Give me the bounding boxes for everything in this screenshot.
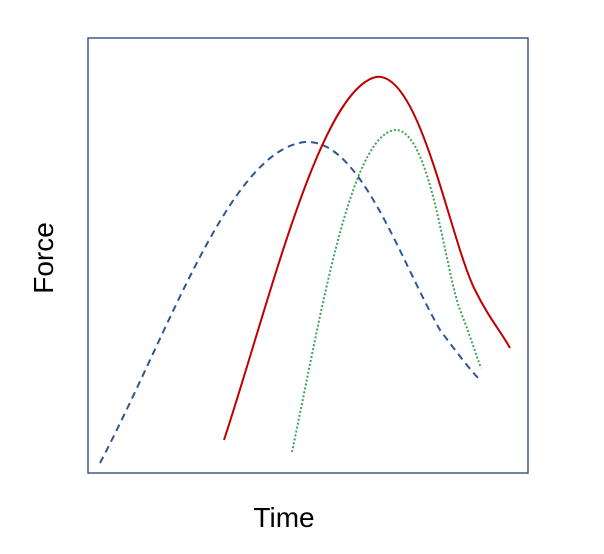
- dashed-curve: [99, 140, 481, 464]
- dotted-curve: [291, 128, 482, 453]
- solid-curve: [223, 75, 511, 441]
- plot-frame: [87, 37, 529, 474]
- x-axis-label: Time: [253, 502, 314, 533]
- y-axis-label: Force: [28, 222, 59, 294]
